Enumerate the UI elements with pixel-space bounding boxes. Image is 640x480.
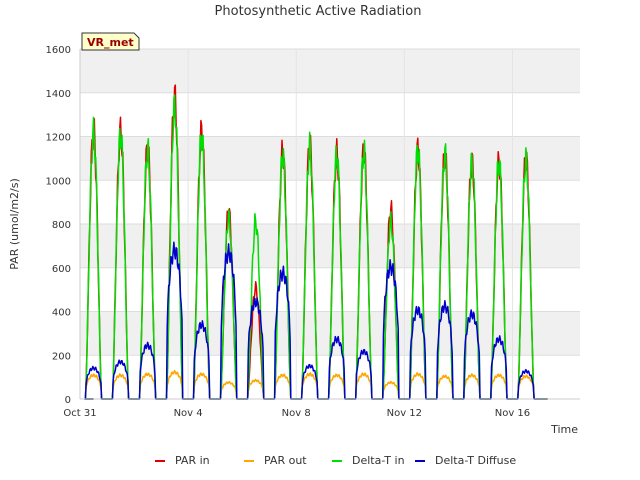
legend-label: PAR out bbox=[264, 454, 307, 467]
legend: PAR in PAR out Delta-T in Delta-T Diffuse bbox=[155, 454, 516, 467]
chart-title: Photosynthetic Active Radiation bbox=[215, 4, 422, 19]
y-tick-label: 800 bbox=[52, 220, 71, 231]
legend-label: Delta-T in bbox=[352, 454, 405, 467]
y-tick-labels: 0 200 400 600 800 1000 1200 1400 1600 bbox=[46, 45, 71, 406]
plot-band bbox=[80, 180, 580, 224]
plot-band bbox=[80, 92, 580, 137]
y-axis-label: PAR (umol/m2/s) bbox=[8, 178, 21, 270]
series-line-3 bbox=[84, 241, 548, 400]
x-tick-labels: Oct 31 Nov 4 Nov 8 Nov 12 Nov 16 bbox=[63, 408, 530, 419]
plot-band bbox=[80, 49, 580, 93]
x-tick-label: Nov 16 bbox=[495, 408, 530, 419]
x-axis-label: Time bbox=[550, 423, 578, 436]
series-line-1 bbox=[84, 369, 548, 400]
x-tick-label: Nov 4 bbox=[174, 408, 203, 419]
plot-background-bands bbox=[80, 49, 580, 399]
legend-label: PAR in bbox=[175, 454, 210, 467]
x-tick-label: Nov 12 bbox=[387, 408, 422, 419]
y-tick-label: 1200 bbox=[46, 133, 71, 144]
plot-band bbox=[80, 224, 580, 268]
x-tick-label: Oct 31 bbox=[63, 408, 96, 419]
legend-label: Delta-T Diffuse bbox=[435, 454, 516, 467]
x-tick-label: Nov 8 bbox=[282, 408, 311, 419]
y-tick-label: 1600 bbox=[46, 45, 71, 56]
axes bbox=[79, 49, 580, 400]
site-label-box: VR_met bbox=[81, 32, 140, 51]
y-tick-label: 1000 bbox=[46, 176, 71, 187]
y-tick-label: 0 bbox=[65, 395, 71, 406]
series-line-2 bbox=[84, 94, 548, 400]
y-tick-label: 200 bbox=[52, 351, 71, 362]
y-tick-label: 600 bbox=[52, 264, 71, 275]
site-label: VR_met bbox=[87, 36, 134, 49]
y-tick-label: 1400 bbox=[46, 89, 71, 100]
plot-band bbox=[80, 136, 580, 181]
y-tick-label: 400 bbox=[52, 308, 71, 319]
series-lines bbox=[84, 84, 548, 400]
plot-band bbox=[80, 267, 580, 312]
